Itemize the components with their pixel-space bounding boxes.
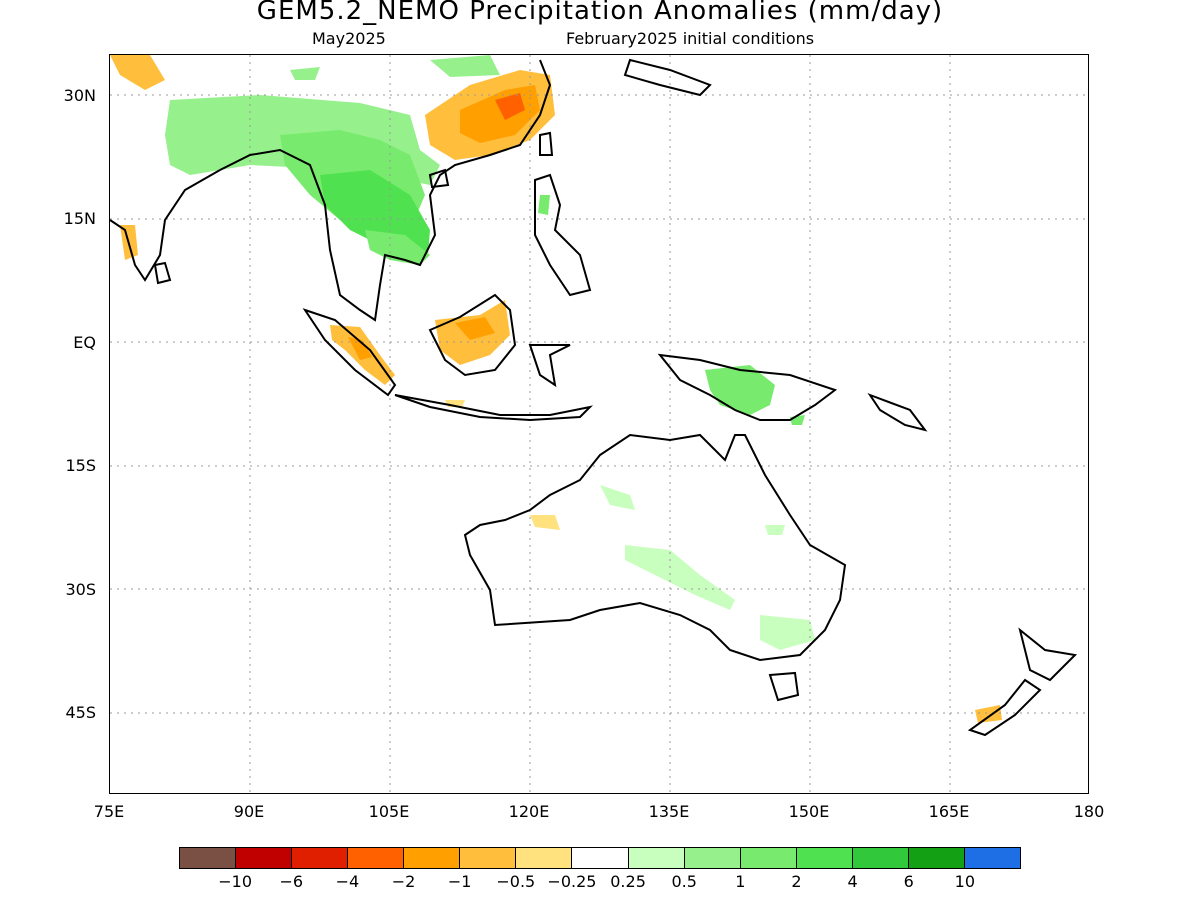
colorbar-swatch-4 xyxy=(404,848,461,868)
colorbar-label-0: −10 xyxy=(218,872,252,891)
coast-australia xyxy=(463,433,847,662)
anomaly-nz xyxy=(975,705,1002,723)
x-label-180: 180 xyxy=(1073,802,1105,821)
x-label-105e: 105E xyxy=(368,802,410,821)
colorbar-swatch-6 xyxy=(516,848,573,868)
colorbar-label-5: −0.5 xyxy=(496,872,536,891)
x-label-135e: 135E xyxy=(648,802,690,821)
coast-tasmania xyxy=(768,671,800,702)
anomaly-north-green-2 xyxy=(430,55,500,77)
colorbar-swatch-5 xyxy=(460,848,517,868)
anomaly-south-china-core xyxy=(495,93,525,120)
coast-taiwan xyxy=(539,131,554,156)
y-label-15n: 15N xyxy=(63,209,96,228)
colorbar-label-7: 0.25 xyxy=(610,872,646,891)
anomaly-north-orange xyxy=(110,55,165,90)
colorbar-swatch-3 xyxy=(348,848,405,868)
colorbar-swatch-7 xyxy=(572,848,629,868)
colorbar-label-10: 2 xyxy=(791,872,802,891)
colorbar-swatch-10 xyxy=(740,848,797,868)
coast-nz-north xyxy=(1018,627,1078,682)
gridlines xyxy=(110,55,1088,793)
colorbar xyxy=(179,847,1021,869)
anomaly-north-australia xyxy=(600,485,635,510)
coast-philippines xyxy=(534,173,592,297)
colorbar-label-6: −0.25 xyxy=(547,872,597,891)
anomaly-sumatra-core xyxy=(348,337,372,360)
colorbar-swatch-0 xyxy=(180,848,237,868)
y-label-45s: 45S xyxy=(65,703,96,722)
anomaly-central-australia xyxy=(625,545,735,610)
coast-java xyxy=(394,394,594,422)
colorbar-label-12: 6 xyxy=(903,872,914,891)
colorbar-label-3: −2 xyxy=(391,872,416,891)
colorbar-swatch-14 xyxy=(964,848,1020,868)
coast-nz-south xyxy=(967,678,1042,737)
colorbar-swatch-12 xyxy=(852,848,909,868)
coast-borneo xyxy=(428,293,517,377)
colorbar-label-1: −6 xyxy=(279,872,304,891)
colorbar-swatch-8 xyxy=(628,848,685,868)
coast-se-asia xyxy=(219,59,552,322)
colorbar-swatch-2 xyxy=(292,848,349,868)
anomaly-shading xyxy=(110,55,1002,723)
colorbar-label-9: 1 xyxy=(735,872,746,891)
coast-sri-lanka xyxy=(153,261,172,285)
x-label-90e: 90E xyxy=(233,802,265,821)
colorbar-label-2: −4 xyxy=(335,872,360,891)
coast-solomons xyxy=(867,392,928,432)
anomaly-se-australia xyxy=(760,615,815,650)
initial-conditions: February2025 initial conditions xyxy=(566,29,815,48)
forecast-month: May2025 xyxy=(312,29,386,48)
map-title: GEM5.2_NEMO Precipitation Anomalies (mm/… xyxy=(256,0,944,26)
y-label-30s: 30S xyxy=(65,580,96,599)
colorbar-swatch-1 xyxy=(236,848,293,868)
x-label-165e: 165E xyxy=(928,802,970,821)
anomaly-vietnam-south xyxy=(365,230,430,265)
coast-new-guinea xyxy=(657,353,838,421)
colorbar-swatch-9 xyxy=(684,848,741,868)
colorbar-swatch-13 xyxy=(908,848,965,868)
colorbar-label-4: −1 xyxy=(447,872,472,891)
x-label-120e: 120E xyxy=(508,802,550,821)
colorbar-label-11: 4 xyxy=(847,872,858,891)
colorbar-label-8: 0.5 xyxy=(671,872,697,891)
y-label-15s: 15S xyxy=(65,456,96,475)
map-panel xyxy=(109,54,1089,794)
anomaly-north-green-1 xyxy=(290,67,320,80)
colorbar-label-13: 10 xyxy=(954,872,976,891)
coastlines xyxy=(110,58,1078,737)
anomaly-philippines xyxy=(538,195,550,215)
colorbar-swatch-11 xyxy=(796,848,853,868)
x-label-75e: 75E xyxy=(93,802,125,821)
anomaly-nw-australia xyxy=(530,515,560,530)
map-canvas xyxy=(110,55,1088,793)
y-label-30n: 30N xyxy=(63,86,96,105)
coast-sulawesi xyxy=(528,344,571,388)
coast-sumatra xyxy=(302,308,397,397)
coast-hainan xyxy=(428,168,450,189)
x-label-150e: 150E xyxy=(788,802,830,821)
anomaly-borneo-core xyxy=(455,317,495,340)
coast-japan xyxy=(623,58,712,97)
coast-india xyxy=(110,169,221,282)
anomaly-queensland-dot xyxy=(765,525,785,535)
y-label-eq: EQ xyxy=(73,333,96,352)
